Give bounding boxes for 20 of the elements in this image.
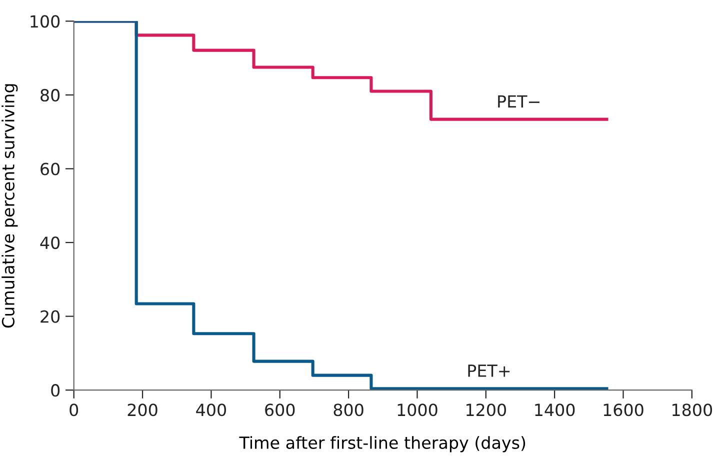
x-tick-label: 400 bbox=[196, 404, 226, 416]
x-tick-label: 1000 bbox=[398, 404, 438, 416]
x-tick-label: 1600 bbox=[604, 404, 644, 416]
x-tick-label: 1800 bbox=[672, 404, 712, 416]
series-label: PET− bbox=[498, 95, 540, 108]
x-axis-title: Time after first-line therapy (days) bbox=[239, 436, 526, 452]
x-tick-label: 200 bbox=[128, 404, 158, 416]
series-label: PET+ bbox=[468, 364, 510, 377]
x-tick-label: 1200 bbox=[466, 404, 506, 416]
x-tick-label: 800 bbox=[334, 404, 364, 416]
y-tick-label: 40 bbox=[40, 236, 60, 250]
y-tick-label: 80 bbox=[40, 88, 60, 102]
y-tick-label: 20 bbox=[40, 310, 60, 323]
x-tick-label: 600 bbox=[265, 404, 295, 416]
y-tick-label: 100 bbox=[30, 15, 60, 28]
x-tick-label: 1400 bbox=[535, 404, 575, 416]
x-tick-label: 0 bbox=[70, 404, 78, 416]
y-tick-label: 0 bbox=[51, 384, 60, 397]
y-axis-title: Cumulative percent surviving bbox=[2, 84, 18, 328]
y-tick-label: 60 bbox=[40, 162, 60, 176]
